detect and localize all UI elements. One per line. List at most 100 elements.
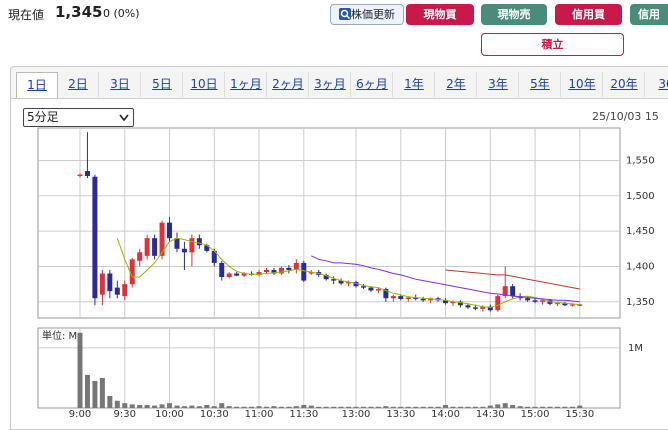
volume-bar [219,403,225,408]
tab[interactable]: 10日 [184,72,225,97]
volume-bar [181,406,187,408]
x-tick-label: 13:00 [342,409,371,420]
moving-average-line [311,255,580,303]
candle-body [457,301,463,306]
tab[interactable]: 5日 [142,72,183,97]
volume-bar [495,404,501,408]
margin-buy-button[interactable]: 信用買 [555,4,622,25]
refresh-label: 株価更新 [351,8,395,21]
volume-bar [331,406,337,408]
volume-bar [167,403,173,408]
volume-bar [510,404,516,408]
volume-bar [77,332,83,408]
volume-bar [264,406,269,408]
candle-body [174,238,180,249]
volume-unit-label: 単位: M [42,329,77,342]
quote-change: 0 (0%) [103,7,140,20]
tab[interactable]: 3日 [100,72,141,97]
candle-body [256,272,262,275]
candle-body [152,238,158,256]
tab[interactable]: 30 [646,72,668,97]
candle-body [450,301,456,304]
candle-body [413,297,419,299]
tab[interactable]: 6ヶ月 [352,72,393,97]
volume-bar [308,405,314,408]
volume-bar [152,405,158,408]
page: { "quote": {"label": "現在値", "price": "1,… [8,3,668,430]
quote-price: 1,345 [55,3,103,21]
tab[interactable]: 1年 [394,72,435,97]
candle-body [107,273,113,292]
volume-bar [457,406,463,408]
x-tick-label: 14:00 [431,409,460,420]
accumulate-button[interactable]: 積立 [481,33,624,56]
volume-bar [323,406,329,408]
tab[interactable]: 2日 [58,72,99,97]
volume-bar [554,406,560,408]
x-tick-label: 14:30 [476,409,505,420]
volume-bar [226,406,232,408]
tab[interactable]: 3年 [478,72,519,97]
select-arrow [119,114,129,122]
candle-body [353,281,359,287]
tab[interactable]: 2ヶ月 [268,72,309,97]
refresh-button[interactable]: 株価更新 [330,4,404,25]
volume-bar [338,406,344,408]
tab[interactable]: 10年 [562,72,603,97]
volume-bar [122,403,128,408]
volume-bar [360,406,366,408]
cash-sell-button[interactable]: 現物売 [481,4,547,25]
moving-average-line [116,237,580,308]
candle-body [219,262,225,278]
candle-body [204,245,210,251]
x-tick-label: 11:30 [289,409,318,420]
tab[interactable]: 1ヶ月 [226,72,267,97]
cash-buy-button[interactable]: 現物買 [406,4,474,25]
tab[interactable]: 3ヶ月 [310,72,351,97]
margin-sell-button[interactable]: 信用 [630,4,668,25]
volume-bar [84,374,90,408]
x-tick-label: 11:00 [245,409,274,420]
volume-bar [398,406,404,408]
y-tick-label: 1,550 [626,155,655,166]
candle-body [502,286,508,297]
y-tick-label: 1,350 [626,297,655,308]
tab[interactable]: 5年 [520,72,561,97]
volume-bar [420,406,426,408]
volume-bar [346,406,352,408]
volume-bar [301,404,307,408]
volume-bar [405,406,411,408]
candle-body [137,252,143,261]
candle-body [114,287,120,295]
volume-bar [211,406,217,408]
candle-body [293,262,299,270]
candle-body [368,287,374,291]
tab[interactable]: 20年 [604,72,645,97]
candle-body [323,274,329,280]
volume-bar [256,406,262,408]
price-panel [37,127,621,319]
interval-select[interactable]: 5分足 [23,108,134,127]
candle-body [189,238,195,253]
candle-body [540,300,546,302]
volume-bar [450,406,456,408]
volume-bar [353,406,359,408]
x-tick-label: 13:30 [386,409,415,420]
candle-body [577,304,583,306]
x-tick-label: 15:30 [565,409,594,420]
volume-bar [502,403,508,408]
volume-bar [114,400,120,408]
candle-body [241,273,247,276]
tab[interactable]: 2年 [436,72,477,97]
candle-body [211,250,217,263]
volume-bar [413,406,419,408]
chart: 9:00 9:30 10:00 10:30 11:00 11:30 13:00 13:30 14… [37,127,655,420]
refresh-icon [339,8,351,20]
volume-bar [540,406,546,408]
candle-body [495,296,501,311]
candle-body [562,303,568,306]
candle-body [196,238,202,246]
tab[interactable]: 1日 [16,72,58,98]
volume-bar [532,406,538,408]
candle-body [77,174,83,177]
